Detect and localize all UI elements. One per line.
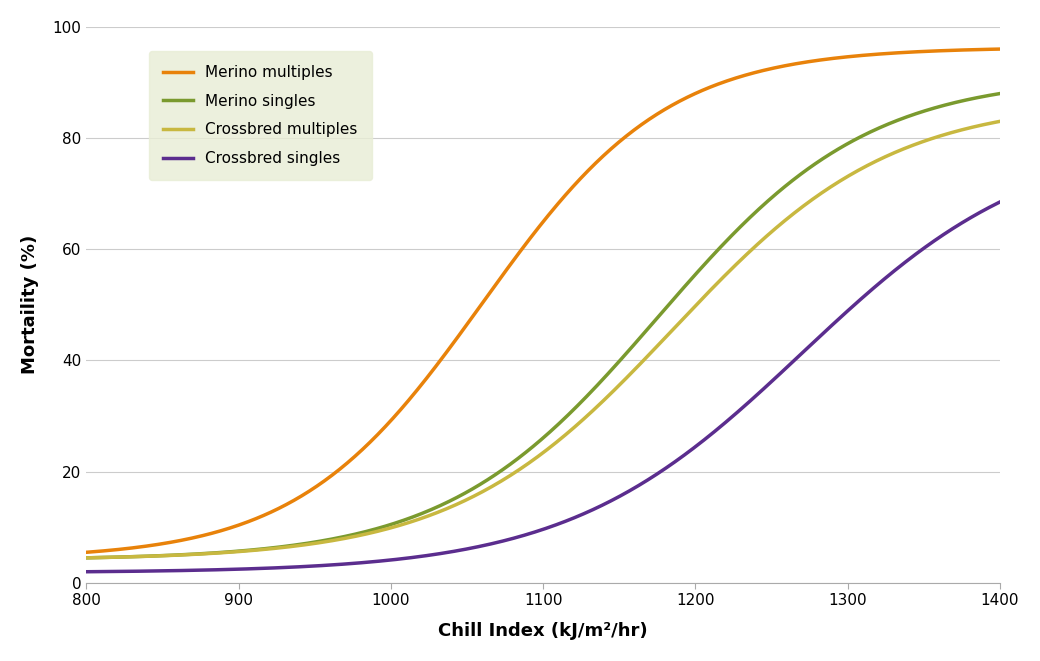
- Merino multiples: [315, 479, 328, 487]
- Merino multiples: [494, 275, 506, 283]
- Line: Merino singles: Merino singles: [86, 94, 999, 558]
- Crossbred singles: [768, 375, 780, 383]
- Crossbred singles: [494, 538, 506, 546]
- Line: Crossbred multiples: Crossbred multiples: [86, 122, 999, 558]
- Merino singles: [619, 351, 631, 359]
- Crossbred multiples: [768, 225, 780, 233]
- Merino multiples: [80, 549, 93, 557]
- Crossbred multiples: [619, 375, 631, 383]
- Crossbred multiples: [315, 539, 328, 547]
- Crossbred singles: [619, 490, 631, 498]
- Crossbred multiples: [80, 554, 93, 562]
- Merino singles: [315, 537, 328, 545]
- Crossbred multiples: [993, 118, 1006, 126]
- Merino singles: [80, 554, 93, 562]
- Merino multiples: [768, 64, 780, 72]
- Merino singles: [494, 468, 506, 476]
- Crossbred singles: [993, 198, 1006, 206]
- Merino multiples: [993, 45, 1006, 53]
- X-axis label: Chill Index (kJ/m²/hr): Chill Index (kJ/m²/hr): [439, 622, 648, 640]
- Merino singles: [768, 192, 780, 200]
- Merino multiples: [691, 89, 703, 97]
- Line: Merino multiples: Merino multiples: [86, 49, 999, 553]
- Crossbred singles: [691, 442, 703, 450]
- Merino multiples: [619, 134, 631, 141]
- Crossbred singles: [80, 568, 93, 576]
- Crossbred multiples: [242, 547, 255, 555]
- Line: Crossbred singles: Crossbred singles: [86, 202, 999, 572]
- Crossbred multiples: [494, 478, 506, 486]
- Crossbred multiples: [691, 301, 703, 309]
- Y-axis label: Mortaility (%): Mortaility (%): [21, 235, 38, 375]
- Crossbred singles: [315, 562, 328, 570]
- Merino singles: [691, 269, 703, 277]
- Merino singles: [993, 90, 1006, 98]
- Crossbred singles: [242, 565, 255, 573]
- Merino singles: [242, 547, 255, 555]
- Legend: Merino multiples, Merino singles, Crossbred multiples, Crossbred singles: Merino multiples, Merino singles, Crossb…: [149, 51, 371, 180]
- Merino multiples: [242, 518, 255, 525]
